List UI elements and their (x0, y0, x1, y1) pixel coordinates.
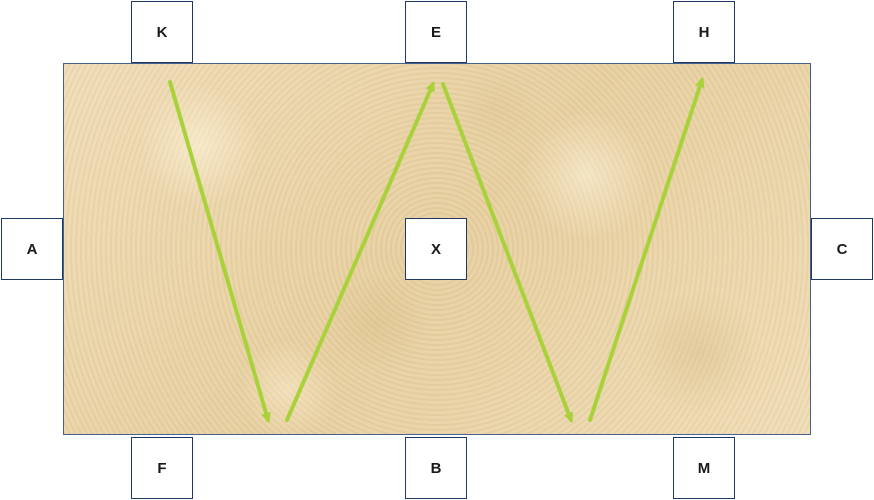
marker-h: H (673, 1, 735, 63)
marker-f: F (131, 437, 193, 499)
route-leg-m-to-h (588, 77, 705, 422)
marker-k: K (131, 1, 193, 63)
marker-x-label: X (430, 240, 441, 258)
marker-c-label: C (836, 240, 848, 258)
marker-m-label: M (697, 459, 711, 477)
marker-f-label: F (157, 459, 167, 477)
route-leg-k-to-f (168, 80, 271, 423)
marker-e-label: E (430, 23, 441, 41)
marker-m: M (673, 437, 735, 499)
route-leg-e-to-b (441, 82, 574, 423)
marker-c: C (811, 218, 873, 280)
marker-a-label: A (26, 240, 38, 258)
marker-k-label: K (156, 23, 168, 41)
marker-b-label: B (430, 459, 442, 477)
marker-b: B (405, 437, 467, 499)
marker-e: E (405, 1, 467, 63)
marker-a: A (1, 218, 63, 280)
marker-x: X (405, 218, 467, 280)
route-leg-f-to-e (285, 81, 435, 422)
marker-h-label: H (698, 23, 710, 41)
